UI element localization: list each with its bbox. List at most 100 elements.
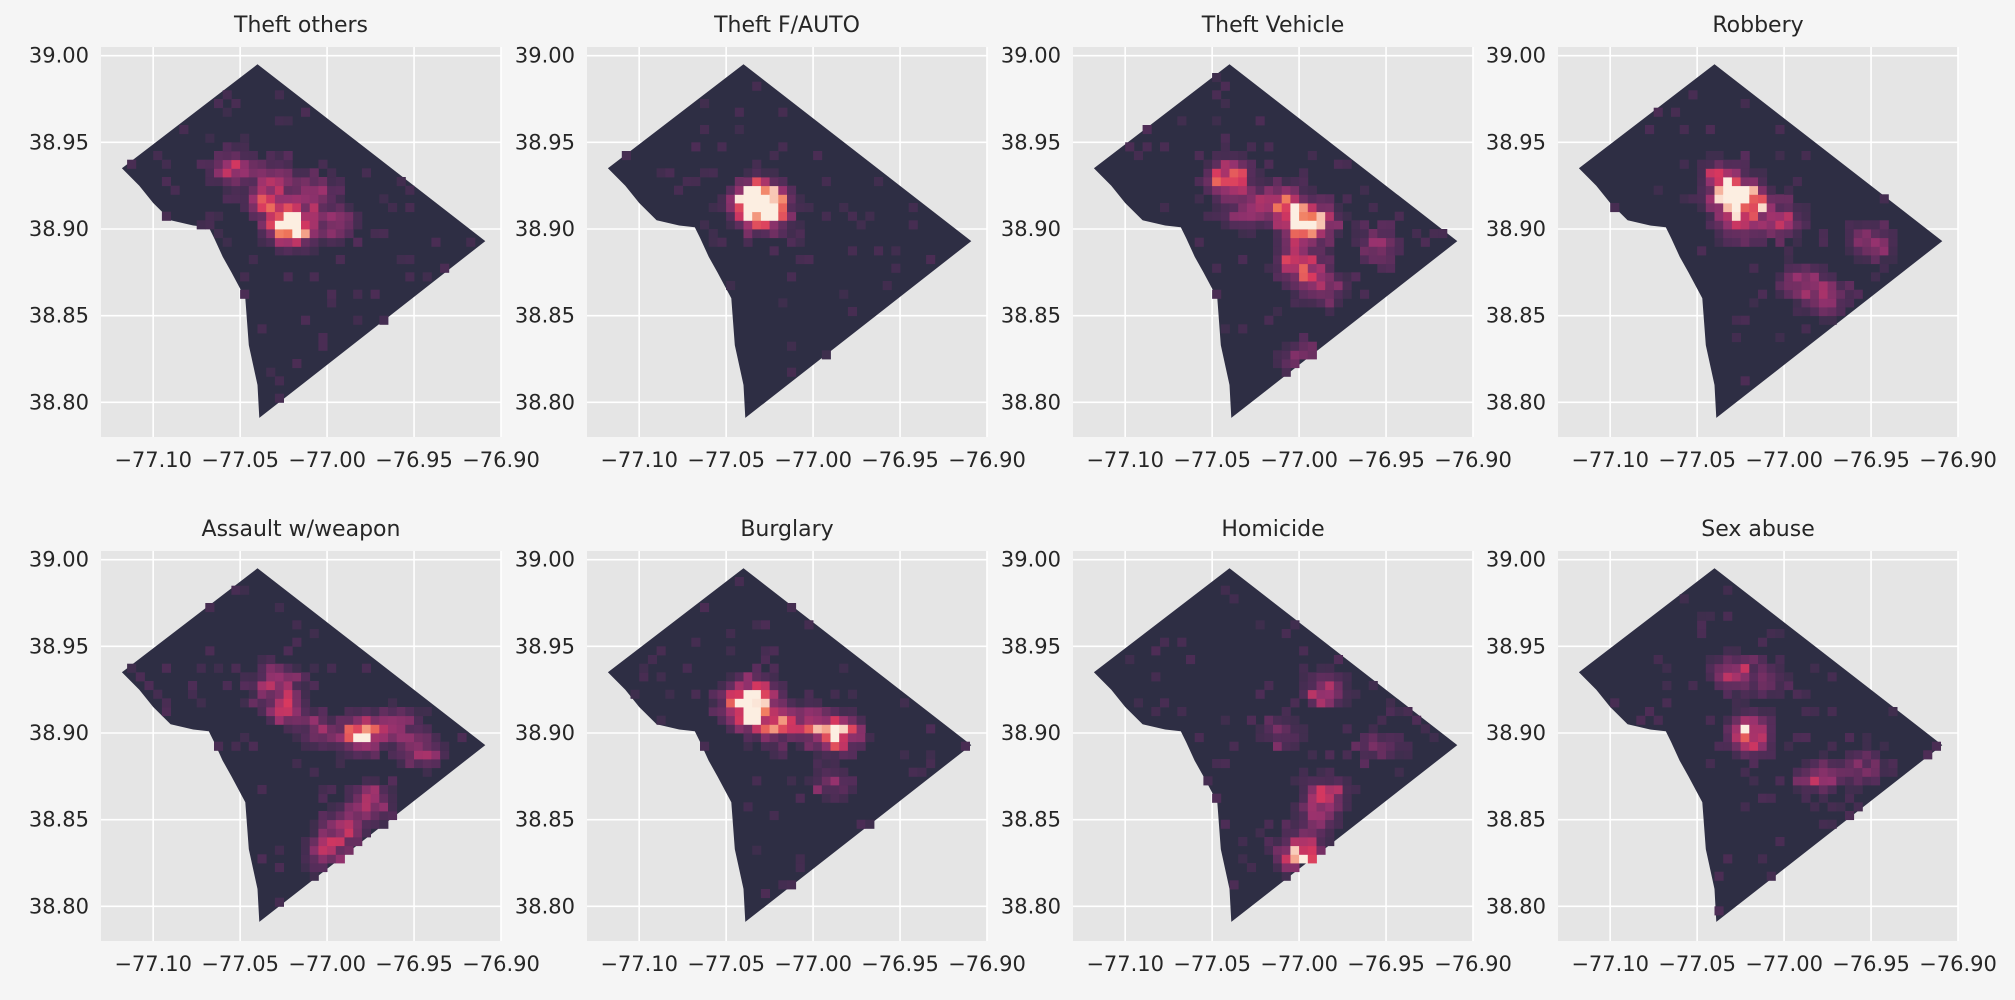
heat-cell: [301, 194, 311, 204]
heat-cell: [804, 741, 814, 751]
heat-cell: [1281, 272, 1291, 282]
heat-cell: [752, 707, 762, 717]
heat-cell: [257, 785, 267, 795]
heat-cell: [1290, 359, 1300, 369]
heat-cell: [1307, 785, 1317, 795]
heat-cell: [301, 168, 311, 178]
heat-cell: [257, 203, 267, 213]
heat-cell: [734, 724, 744, 734]
x-tick-label: −76.95: [861, 448, 939, 472]
heat-cell: [1723, 681, 1733, 691]
heat-cell: [1273, 724, 1283, 734]
heat-cell: [1775, 229, 1785, 239]
heat-cell: [1325, 811, 1335, 821]
heat-cell: [1307, 289, 1317, 299]
heat-cell: [327, 298, 337, 308]
heat-cell: [1818, 237, 1828, 247]
heat-cell: [1386, 237, 1396, 247]
heat-cell: [778, 707, 788, 717]
heat-cell: [682, 177, 692, 187]
heat-cell: [274, 707, 284, 717]
heat-cell: [1697, 611, 1707, 621]
x-tick-label: −76.90: [948, 952, 1026, 976]
heat-cell: [1775, 281, 1785, 291]
heat-cell: [318, 715, 328, 725]
panel-title: Robbery: [1712, 13, 1803, 38]
heat-cell: [1220, 142, 1230, 152]
heat-cell: [839, 724, 849, 734]
heat-cell: [1273, 837, 1283, 847]
heat-cell: [1766, 629, 1776, 639]
heat-cell: [1290, 620, 1300, 630]
heat-cell: [1255, 620, 1265, 630]
heat-cell: [266, 655, 276, 665]
heat-cell: [891, 246, 901, 256]
heat-cell: [778, 220, 788, 230]
heat-cell: [231, 99, 241, 109]
heat-cell: [1281, 229, 1291, 239]
heat-cell: [1273, 307, 1283, 317]
heat-cell: [1845, 220, 1855, 230]
heat-cell: [1758, 229, 1768, 239]
heat-cell: [361, 168, 371, 178]
heat-cell: [396, 750, 406, 760]
x-tick-label: −77.00: [1260, 952, 1338, 976]
heat-cell: [1653, 185, 1663, 195]
heat-cell: [787, 698, 797, 708]
heat-cell: [1351, 229, 1361, 239]
heat-cell: [813, 715, 823, 725]
x-tick-label: −76.95: [1832, 952, 1910, 976]
heat-cell: [1845, 298, 1855, 308]
heat-cell: [1862, 759, 1872, 769]
heat-cell: [1316, 663, 1326, 673]
heat-cell: [1333, 655, 1343, 665]
heat-cell: [769, 185, 779, 195]
heat-cell: [161, 211, 171, 221]
heat-cell: [170, 185, 180, 195]
heat-cell: [1299, 663, 1309, 673]
heat-cell: [1299, 733, 1309, 743]
heat-cell: [379, 707, 389, 717]
heat-cell: [1792, 229, 1802, 239]
heat-cell: [752, 845, 762, 855]
heat-cell: [161, 177, 171, 187]
heat-cell: [1662, 663, 1672, 673]
heat-cell: [1784, 272, 1794, 282]
heat-cell: [309, 185, 319, 195]
heat-cell: [335, 759, 345, 769]
heat-cell: [1333, 229, 1343, 239]
heat-cell: [327, 724, 337, 734]
y-tick-label: 38.80: [29, 390, 89, 414]
heat-cell: [257, 672, 267, 682]
heat-cell: [1818, 272, 1828, 282]
heat-cell: [778, 689, 788, 699]
heat-cell: [309, 707, 319, 717]
heat-cell: [318, 185, 328, 195]
heat-cell: [1394, 767, 1404, 777]
heat-cell: [700, 741, 710, 751]
heat-cell: [1220, 194, 1230, 204]
heat-cell: [231, 159, 241, 169]
heat-cell: [335, 724, 345, 734]
heat-cell: [214, 211, 224, 221]
heat-cell: [1792, 289, 1802, 299]
heat-cell: [1212, 116, 1222, 126]
heat-cell: [847, 689, 857, 699]
heat-cell: [1714, 655, 1724, 665]
heat-cell: [1749, 220, 1759, 230]
heat-cell: [1333, 802, 1343, 812]
heat-cell: [795, 237, 805, 247]
heat-cell: [760, 168, 770, 178]
heat-cell: [335, 837, 345, 847]
heat-cell: [274, 845, 284, 855]
heat-cell: [274, 168, 284, 178]
heat-cell: [830, 776, 840, 786]
heat-cell: [1325, 237, 1335, 247]
heat-cell: [1203, 185, 1213, 195]
heat-cell: [830, 750, 840, 760]
heat-cell: [1610, 203, 1620, 213]
heat-cell: [370, 776, 380, 786]
heat-cell: [1731, 707, 1741, 717]
heat-cell: [856, 715, 866, 725]
heat-cell: [1705, 759, 1715, 769]
